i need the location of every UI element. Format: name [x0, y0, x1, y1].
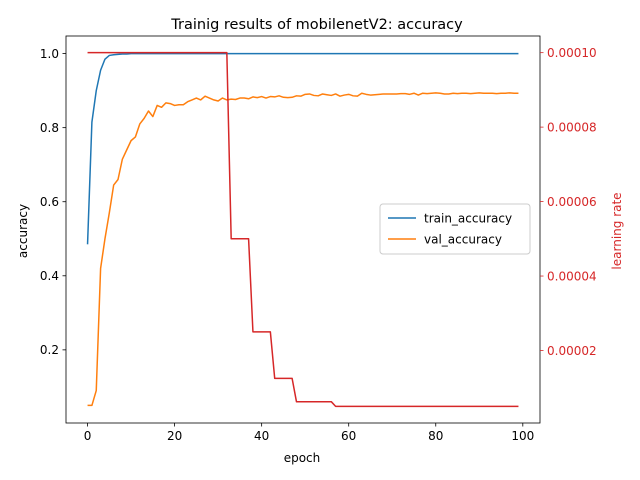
series-group: [86, 51, 519, 408]
legend-box: [379, 203, 531, 255]
x-tick-label: 80: [428, 429, 443, 443]
plot-frame: [65, 35, 541, 424]
x-tick-label: 0: [84, 429, 92, 443]
x-tick-label: 40: [254, 429, 269, 443]
y-tick-label: 1.0: [40, 47, 59, 61]
x-tick-label: 100: [511, 429, 534, 443]
axes-group: 0 20 40 60 80 100 0.2 0.4 0.6 0.8 1.0 0.00002 0.0000…: [40, 35, 597, 443]
series-line-learning-rate: [87, 51, 519, 408]
y2-axis-label: learning rate: [610, 192, 624, 269]
y-tick-label: 0.8: [40, 121, 59, 135]
legend: train_accuracy val_accuracy: [379, 203, 531, 255]
y-tick-label: 0.2: [40, 343, 59, 357]
y2-tick-label: 0.00008: [547, 120, 597, 134]
y2-tick-label: 0.00006: [547, 195, 597, 209]
y-tick-label: 0.6: [40, 195, 59, 209]
legend-label: train_accuracy: [424, 211, 512, 225]
series-line-train-accuracy: [86, 52, 519, 245]
x-tick-label: 20: [167, 429, 182, 443]
legend-label: val_accuracy: [424, 232, 502, 246]
y-tick-label: 0.4: [40, 269, 59, 283]
chart-title: Trainig results of mobilenetV2: accuracy: [170, 17, 463, 33]
x-tick-label: 60: [341, 429, 356, 443]
series-line-val-accuracy: [87, 92, 519, 407]
y2-tick-label: 0.00002: [547, 344, 597, 358]
y2-tick-label: 0.00010: [547, 46, 597, 60]
x-axis-label: epoch: [284, 451, 321, 465]
y-axis-label: accuracy: [16, 204, 30, 258]
y2-tick-label: 0.00004: [547, 269, 597, 283]
